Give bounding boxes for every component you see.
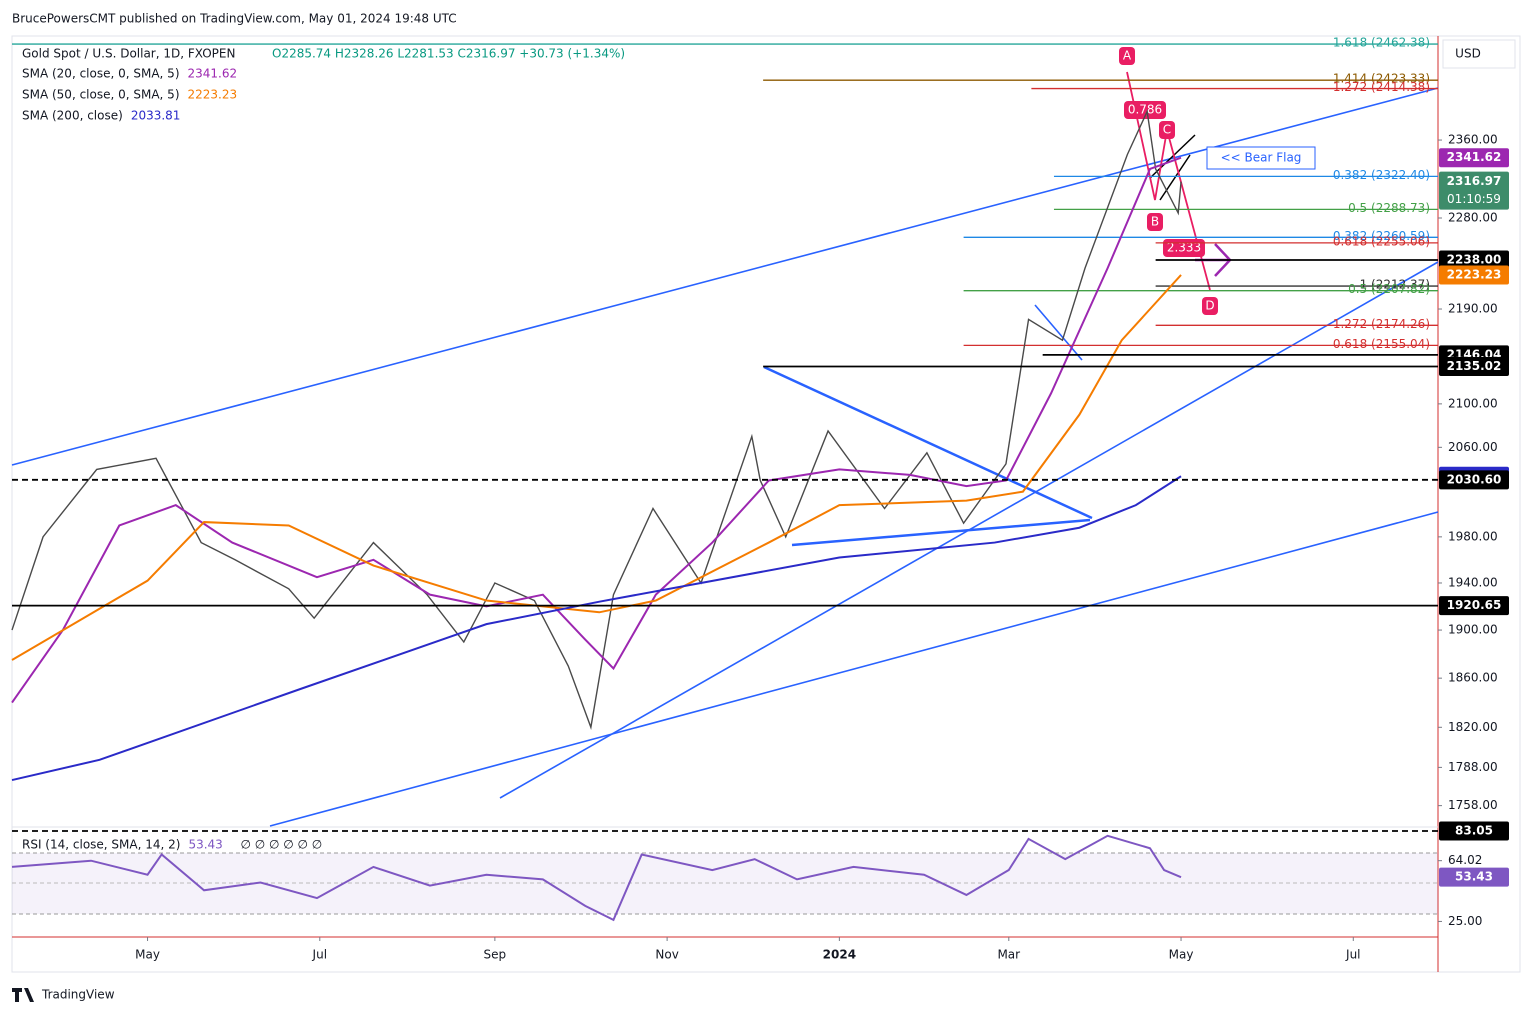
- y-tick-label: 2100.00: [1448, 396, 1498, 410]
- y-tick-label: 2190.00: [1448, 302, 1498, 316]
- fib-label: 1.618 (2462.38): [1333, 36, 1430, 50]
- fib-label: 0.5 (2288.73): [1348, 201, 1430, 215]
- trendline: [791, 518, 1091, 547]
- point-label: A: [1123, 49, 1132, 63]
- x-tick-label: Mar: [997, 948, 1020, 962]
- price-badge: [1439, 148, 1509, 168]
- bear-flag-box: [1206, 146, 1316, 170]
- fib-label: 1.272 (2414.38): [1333, 80, 1430, 94]
- bear-flag-label: << Bear Flag: [1221, 151, 1302, 165]
- x-tick-label: Nov: [655, 948, 678, 962]
- ohlc: O2285.74 H2328.26 L2281.53 C2316.97 +30.…: [272, 47, 625, 61]
- x-tick-label: May: [135, 948, 160, 962]
- price-badge: [1439, 265, 1509, 285]
- legend-na: ∅ ∅ ∅ ∅ ∅ ∅: [240, 838, 322, 852]
- price-badge-label: 2223.23: [1447, 267, 1502, 281]
- y-tick-label: 1900.00: [1448, 623, 1498, 637]
- price-badge: [1439, 596, 1509, 616]
- ratio-badge: [1124, 101, 1166, 119]
- x-tick-label: 2024: [823, 948, 856, 962]
- header: BrucePowersCMT published on TradingView.…: [12, 12, 457, 26]
- ratio-label: 0.786: [1128, 103, 1162, 117]
- price-badge: [1439, 867, 1509, 887]
- trendline: [1034, 304, 1083, 361]
- y-tick-label: 1758.00: [1448, 798, 1498, 812]
- currency-box: [1442, 39, 1516, 69]
- legend-value: 2223.23: [188, 88, 238, 102]
- price-badge: [1439, 250, 1509, 270]
- y-tick-label: 1820.00: [1448, 720, 1498, 734]
- fib-label: 1 (2212.37): [1360, 278, 1430, 292]
- y-tick-label: 2280.00: [1448, 210, 1498, 224]
- fib-label: 0.618 (2155.04): [1333, 337, 1430, 351]
- y-tick-label: 25.00: [1448, 914, 1482, 928]
- point-label: C: [1163, 123, 1171, 137]
- x-tick-label: Jul: [1345, 948, 1360, 962]
- legend-name: RSI (14, close, SMA, 14, 2): [22, 838, 180, 852]
- price-badge-label: 2238.00: [1447, 253, 1502, 267]
- y-tick-label: 2360.00: [1448, 133, 1498, 147]
- ratio-label: 2.333: [1167, 241, 1201, 255]
- trendline: [763, 365, 1093, 520]
- y-tick-label: 1940.00: [1448, 575, 1498, 589]
- x-tick-label: Sep: [484, 948, 507, 962]
- price-badge: [1439, 470, 1509, 490]
- series-line: [11, 834, 1182, 922]
- point-badge: [1202, 297, 1218, 315]
- point-badge: [1119, 47, 1135, 65]
- fib-label: 0.382 (2260.59): [1333, 229, 1430, 243]
- point-badge: [1159, 121, 1175, 139]
- price-badge-label: 1920.65: [1447, 598, 1502, 612]
- fib-label: 0.382 (2322.40): [1333, 168, 1430, 182]
- legend-name: SMA (20, close, 0, SMA, 5): [22, 67, 180, 81]
- y-tick-label: 1788.00: [1448, 760, 1498, 774]
- point-badge: [1147, 213, 1163, 231]
- footer: TradingView: [41, 988, 115, 1002]
- price-badge-label: 2316.97: [1447, 174, 1502, 188]
- trendline: [11, 87, 1439, 466]
- chart-title: Gold Spot / U.S. Dollar, 1D, FXOPEN: [22, 47, 235, 61]
- logo: [12, 988, 34, 1002]
- fib-label: 1.414 (2423.33): [1333, 72, 1430, 86]
- fib-label: 1.272 (2174.26): [1333, 317, 1430, 331]
- y-tick-label: 64.02: [1448, 853, 1482, 867]
- x-tick-label: May: [1169, 948, 1194, 962]
- price-badge: [1439, 356, 1509, 376]
- trendline: [269, 511, 1439, 827]
- y-tick-label: 1860.00: [1448, 671, 1498, 685]
- currency: USD: [1455, 47, 1481, 61]
- legend-name: SMA (200, close): [22, 109, 123, 123]
- price-badge: [1439, 171, 1509, 210]
- fib-label: 0.5 (2207.82): [1348, 282, 1430, 296]
- series-line: [11, 475, 1182, 782]
- legend-value: 2033.81: [131, 109, 181, 123]
- price-badge: [1439, 821, 1509, 841]
- trendlines: [11, 87, 1439, 827]
- countdown: 01:10:59: [1447, 192, 1501, 206]
- flag-line: [1159, 154, 1191, 201]
- point-label: D: [1205, 299, 1214, 313]
- x-tick-label: Jul: [312, 948, 327, 962]
- legend-value: 53.43: [188, 838, 222, 852]
- series-line: [11, 156, 1182, 704]
- legend-value: 2341.62: [188, 67, 238, 81]
- price-badge-label: 2341.62: [1447, 150, 1502, 164]
- price-badge-label: 53.43: [1455, 870, 1493, 884]
- y-tick-label: 1980.00: [1448, 529, 1498, 543]
- point-label: B: [1151, 215, 1159, 229]
- series-line: [11, 274, 1182, 661]
- fib-label: 0.618 (2255.06): [1333, 234, 1430, 248]
- flag-line: [1149, 134, 1196, 179]
- price-badge-label: 2135.02: [1447, 359, 1502, 373]
- price-badge-label: 2030.60: [1447, 472, 1502, 486]
- flag: [1149, 134, 1196, 201]
- series-line: [11, 109, 1182, 730]
- legend-name: SMA (50, close, 0, SMA, 5): [22, 88, 180, 102]
- frame: [11, 35, 1521, 973]
- price-badge-label: 83.05: [1455, 824, 1493, 838]
- y-tick-label: 2060.00: [1448, 440, 1498, 454]
